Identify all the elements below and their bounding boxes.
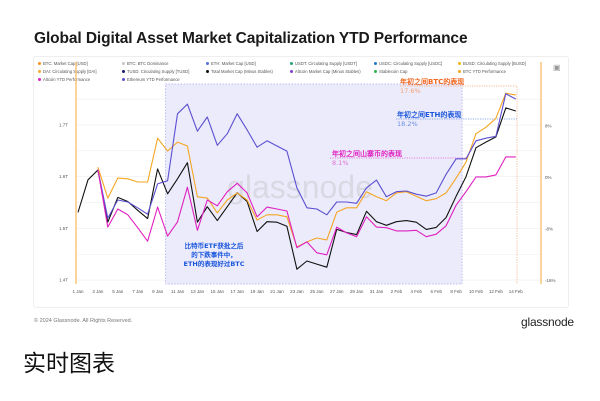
legend-dot-icon: [206, 62, 209, 66]
legend-item[interactable]: Total Market Cap (Minus Stables): [206, 69, 273, 74]
y-left-tick-label: 1.5T: [59, 226, 68, 231]
watermark: glassnode: [227, 169, 373, 205]
x-tick-label: 27 Jan: [330, 289, 344, 294]
series-line-ethereum-ytd-performance: [97, 93, 517, 219]
legend-dot-icon: [290, 62, 293, 66]
copyright: © 2024 Glassnode. All Rights Reserved.: [34, 318, 133, 324]
legend-dot-icon: [374, 70, 377, 74]
x-tick-label: 8 Feb: [450, 289, 462, 294]
series-line-total-market-cap-minus-stables-: [77, 107, 516, 270]
legend-dot-icon: [458, 70, 461, 74]
etf-annotation-line: 比特币ETF获批之后: [185, 241, 244, 250]
x-tick-label: 25 Jan: [310, 289, 324, 294]
camera-icon[interactable]: ▣: [553, 63, 561, 72]
x-tick-label: 1 Jan: [72, 289, 84, 294]
x-tick-label: 2 Feb: [391, 289, 403, 294]
legend-item[interactable]: BUSD: Circulating Supply [BUSD]: [458, 61, 526, 66]
legend-item[interactable]: BTC YTD Performance: [458, 69, 506, 74]
x-tick-label: 11 Jan: [171, 289, 185, 294]
x-tick-label: 9 Jan: [152, 289, 164, 294]
legend-dot-icon: [38, 70, 41, 74]
legend-item[interactable]: Altcoin Market Cap (Minus Stables): [290, 69, 361, 74]
etf-annotation-line: ETH的表现好过BTC: [184, 259, 245, 268]
alt-annotation-value: 8.1%: [332, 159, 349, 167]
legend-label: BUSD: Circulating Supply [BUSD]: [463, 61, 526, 66]
y-left-tick-label: 1.7T: [59, 123, 68, 128]
legend-item[interactable]: USDC: Circulating Supply [USDC]: [374, 61, 442, 66]
legend-label: BTC: BTC Dominance: [127, 61, 169, 66]
legend-dot-icon: [38, 62, 41, 66]
legend-label: BTC: Market Cap [USD]: [43, 61, 88, 66]
x-tick-label: 15 Jan: [211, 289, 225, 294]
btc-annotation-guide: [400, 85, 518, 284]
legend-dot-icon: [122, 70, 125, 74]
eth-annotation-value: 18.2%: [397, 120, 418, 128]
legend-label: ETH: Market Cap [USD]: [211, 61, 256, 66]
x-tick-label: 13 Jan: [191, 289, 205, 294]
legend-item[interactable]: ETH: Market Cap [USD]: [206, 61, 256, 66]
etf-annotation-line: 的下跌事件中，: [191, 250, 237, 259]
legend-label: DAI: Circulating Supply [DAI]: [43, 69, 97, 74]
legend-item[interactable]: Ethereum YTD Performance: [122, 77, 180, 82]
caption: 实时图表: [23, 350, 115, 376]
x-tick-label: 10 Feb: [469, 289, 484, 294]
x-tick-label: 29 Jan: [350, 289, 364, 294]
x-tick-label: 7 Jan: [132, 289, 144, 294]
y-right-tick-label: -8%: [545, 227, 553, 232]
x-tick-label: 12 Feb: [489, 289, 504, 294]
y-right-tick-label: -16%: [545, 278, 556, 283]
legend-item[interactable]: USDT: Circulating Supply [USDT]: [290, 61, 357, 66]
y-left-tick-label: 1.4T: [59, 278, 68, 283]
series-line-altcoin-ytd-performance: [97, 156, 516, 256]
legend-label: Ethereum YTD Performance: [127, 77, 180, 82]
legend-label: Total Market Cap (Minus Stables): [211, 69, 273, 74]
x-tick-label: 6 Feb: [430, 289, 442, 294]
legend-dot-icon: [206, 70, 209, 74]
x-tick-label: 3 Jan: [92, 289, 104, 294]
legend-label: USDT: Circulating Supply [USDT]: [295, 61, 357, 66]
legend-dot-icon: [458, 62, 461, 66]
legend-dot-icon: [122, 78, 125, 82]
x-tick-label: 14 Feb: [509, 289, 524, 294]
legend-dot-icon: [38, 78, 41, 82]
x-tick-label: 31 Jan: [370, 289, 384, 294]
x-tick-label: 4 Feb: [411, 289, 423, 294]
legend-dot-icon: [290, 70, 293, 74]
y-left-tick-label: 1.6T: [59, 174, 68, 179]
alt-annotation-title: 年初之间山寨币的表现: [332, 149, 402, 158]
eth-annotation-title: 年初之间ETH的表现: [397, 110, 461, 119]
legend-item[interactable]: BTC: Market Cap [USD]: [38, 61, 88, 66]
legend-dot-icon: [374, 62, 377, 66]
btc-annotation-value: 17.6%: [400, 87, 421, 95]
glassnode-logo: glassnode: [521, 315, 574, 329]
x-tick-label: 5 Jan: [112, 289, 124, 294]
y-right-tick-label: 0%: [545, 175, 552, 180]
legend-label: Altcoin Market Cap (Minus Stables): [295, 69, 361, 74]
legend-label: BTC YTD Performance: [463, 69, 506, 74]
legend-label: Altcoin YTD Performance: [43, 77, 91, 82]
highlight-region: [165, 83, 463, 285]
x-tick-label: 17 Jan: [230, 289, 244, 294]
legend-dot-icon: [122, 62, 125, 66]
legend-item[interactable]: BTC: BTC Dominance: [122, 61, 168, 66]
legend-item[interactable]: DAI: Circulating Supply [DAI]: [38, 69, 97, 74]
legend-label: USDC: Circulating Supply [USDC]: [379, 61, 443, 66]
legend-item[interactable]: Altcoin YTD Performance: [38, 77, 90, 82]
legend-item[interactable]: TUSD: Circulating Supply [TUSD]: [122, 69, 189, 74]
legend-label: TUSD: Circulating Supply [TUSD]: [127, 69, 190, 74]
x-tick-label: 21 Jan: [270, 289, 284, 294]
legend-item[interactable]: Stablecoin Cap: [374, 69, 407, 74]
x-tick-label: 23 Jan: [290, 289, 304, 294]
y-right-tick-label: 8%: [545, 124, 552, 129]
chart-title: Global Digital Asset Market Capitalizati…: [34, 30, 468, 47]
x-tick-label: 19 Jan: [250, 289, 264, 294]
legend-label: Stablecoin Cap: [379, 69, 408, 74]
btc-annotation-title: 年初之间BTC的表现: [400, 77, 464, 86]
